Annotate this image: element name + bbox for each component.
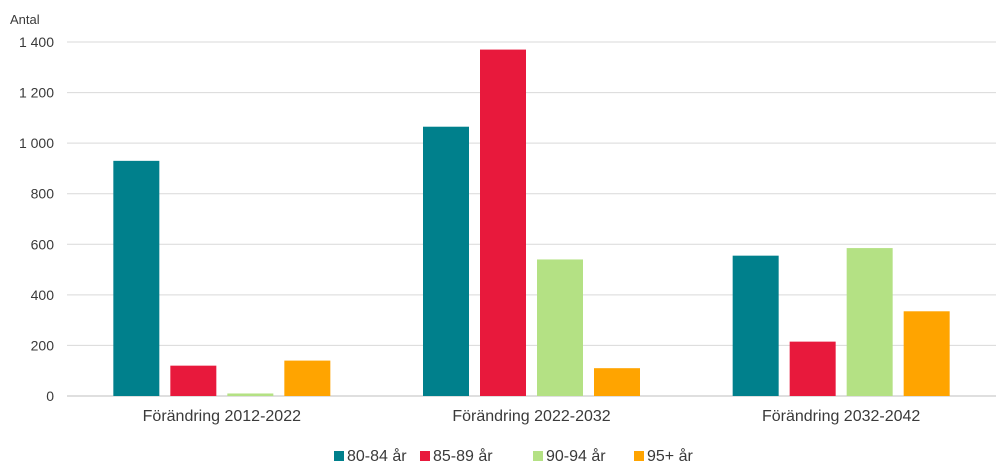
y-tick-label: 800: [31, 186, 55, 202]
category-label: Förändring 2032-2042: [762, 408, 920, 425]
bar-85-89-r-1: [170, 365, 217, 396]
bar-90-94-r-3: [846, 248, 893, 396]
bar-90-94-r-1: [227, 393, 274, 396]
bars: [113, 49, 950, 396]
legend: 80-84 år 85-89 år 90-94 år 95+ år: [334, 447, 693, 464]
category-labels: Förändring 2012-2022 Förändring 2022-2032…: [143, 408, 921, 425]
y-tick-labels: 0 200 400 600 800 1 000 1 200 1 400: [19, 34, 54, 404]
y-tick-label: 400: [31, 287, 55, 303]
y-tick-label: 600: [31, 236, 55, 252]
y-tick-label: 1 200: [19, 85, 54, 101]
bar-95+-r-1: [284, 360, 331, 396]
bar-80-84-r-3: [732, 255, 779, 396]
bar-95+-r-2: [594, 368, 640, 396]
bar-90-94-r-2: [537, 259, 583, 396]
y-tick-label: 0: [46, 388, 54, 404]
bar-80-84-r-1: [113, 160, 160, 396]
legend-label: 80-84 år: [347, 447, 407, 464]
bar-80-84-r-2: [423, 126, 469, 396]
bar-95+-r-3: [903, 311, 950, 396]
gridlines: [67, 41, 996, 397]
legend-label: 90-94 år: [546, 447, 606, 464]
legend-swatch: [533, 451, 543, 461]
legend-swatch: [420, 451, 430, 461]
legend-label: 85-89 år: [433, 447, 493, 464]
y-tick-label: 200: [31, 337, 55, 353]
legend-swatch: [634, 451, 644, 461]
category-label: Förändring 2022-2032: [452, 408, 610, 425]
y-unit-label: Antal: [10, 12, 40, 27]
bar-85-89-r-2: [480, 49, 526, 396]
category-label: Förändring 2012-2022: [143, 408, 301, 425]
y-tick-label: 1 000: [19, 135, 54, 151]
bar-85-89-r-3: [789, 341, 836, 396]
y-tick-label: 1 400: [19, 34, 54, 50]
legend-label: 95+ år: [647, 447, 693, 464]
legend-swatch: [334, 451, 344, 461]
